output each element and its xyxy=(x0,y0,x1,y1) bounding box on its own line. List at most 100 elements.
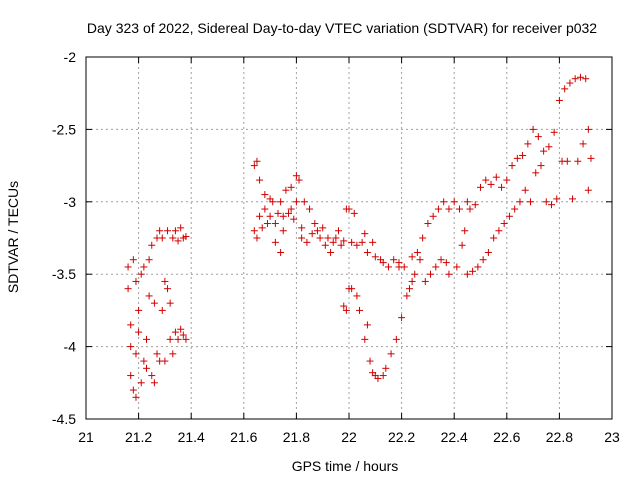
data-point xyxy=(521,186,529,194)
data-point xyxy=(169,234,177,242)
data-point xyxy=(129,386,137,394)
data-point xyxy=(145,256,153,264)
data-point xyxy=(269,198,277,206)
data-point xyxy=(374,374,382,382)
data-point xyxy=(290,215,298,223)
data-point xyxy=(555,96,563,104)
data-point xyxy=(350,209,358,217)
data-point xyxy=(261,205,269,213)
data-point xyxy=(445,205,453,213)
data-point xyxy=(324,234,332,242)
data-point xyxy=(405,285,413,293)
data-point xyxy=(529,125,537,133)
data-point xyxy=(277,248,285,256)
y-tick-label: -3 xyxy=(64,194,77,210)
data-point xyxy=(256,176,264,184)
x-tick-label: 22.4 xyxy=(441,429,468,445)
data-point xyxy=(440,198,448,206)
data-point xyxy=(576,73,584,81)
data-point xyxy=(171,227,179,235)
data-point xyxy=(129,256,137,264)
data-point xyxy=(261,191,269,199)
data-point xyxy=(171,328,179,336)
data-point xyxy=(253,234,261,242)
data-point xyxy=(553,195,561,203)
data-point xyxy=(279,227,287,235)
data-point xyxy=(453,263,461,271)
data-point xyxy=(150,379,158,387)
data-point xyxy=(548,201,556,209)
x-tick-label: 21.4 xyxy=(178,429,205,445)
data-point xyxy=(519,151,527,159)
data-point xyxy=(463,270,471,278)
data-point xyxy=(137,379,145,387)
x-axis-label: GPS time / hours xyxy=(292,458,399,474)
plot-frame xyxy=(85,56,613,420)
data-point xyxy=(471,201,479,209)
data-point xyxy=(474,263,482,271)
data-point xyxy=(587,154,595,162)
data-point xyxy=(492,173,500,181)
data-point xyxy=(321,241,329,249)
data-point xyxy=(124,263,132,271)
data-point xyxy=(545,143,553,151)
x-tick-label: 22.8 xyxy=(546,429,573,445)
data-point xyxy=(469,267,477,275)
x-tick-label: 22.6 xyxy=(493,429,520,445)
data-point xyxy=(490,234,498,242)
data-point xyxy=(508,162,516,170)
data-point xyxy=(482,176,490,184)
data-point xyxy=(477,183,484,191)
data-point xyxy=(479,256,487,264)
data-point xyxy=(153,350,161,358)
data-point xyxy=(550,128,558,136)
data-point xyxy=(582,75,590,83)
data-point xyxy=(392,335,400,343)
data-point xyxy=(135,328,143,336)
data-point xyxy=(127,321,135,329)
data-point xyxy=(369,238,377,246)
data-point xyxy=(161,277,169,285)
data-point xyxy=(542,198,550,206)
data-point xyxy=(455,205,463,213)
data-point xyxy=(495,227,503,235)
data-point xyxy=(563,157,571,165)
data-point xyxy=(142,335,150,343)
data-point xyxy=(345,205,353,213)
data-point xyxy=(363,321,371,329)
data-point xyxy=(427,270,435,278)
data-point xyxy=(416,256,424,264)
chart-title: Day 323 of 2022, Sidereal Day-to-day VTE… xyxy=(87,20,597,36)
y-tick-label: -4 xyxy=(64,339,77,355)
data-point xyxy=(569,195,577,203)
x-tick-label: 23 xyxy=(604,429,620,445)
data-point xyxy=(174,335,182,343)
data-point xyxy=(361,335,369,343)
y-tick-label: -2 xyxy=(64,49,77,65)
data-point xyxy=(466,205,474,213)
data-point xyxy=(161,357,169,365)
data-point xyxy=(574,157,582,165)
data-point xyxy=(432,263,440,271)
data-point xyxy=(424,220,432,228)
gridlines xyxy=(86,57,612,419)
data-point xyxy=(334,227,342,235)
data-point xyxy=(271,220,279,228)
data-point xyxy=(445,270,453,278)
data-point xyxy=(148,372,156,380)
data-point xyxy=(132,393,140,401)
data-point xyxy=(584,125,592,133)
data-point xyxy=(484,248,492,256)
data-point xyxy=(361,230,369,238)
data-point xyxy=(327,248,335,256)
data-point xyxy=(340,302,348,310)
data-point xyxy=(561,85,569,93)
data-point xyxy=(437,256,445,264)
data-point xyxy=(537,162,545,170)
data-point xyxy=(387,350,395,358)
data-point xyxy=(250,227,258,235)
data-point xyxy=(282,186,290,194)
x-tick-label: 21.8 xyxy=(283,429,310,445)
data-point xyxy=(150,299,158,307)
data-point xyxy=(148,241,156,249)
